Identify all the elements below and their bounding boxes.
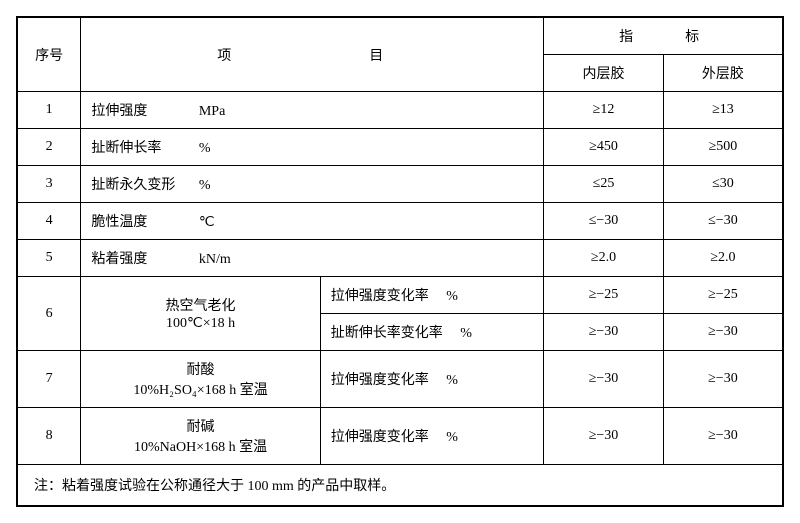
item-name: 脆性温度 [91, 211, 181, 231]
item-unit: kN/m [199, 252, 231, 268]
item-name: 耐碱 [91, 416, 309, 436]
table-row: 7 耐酸 10%H₂SO₄×168 h 室温 拉伸强度变化率 % ≥−30 ≥−… [17, 351, 783, 408]
cell-seq: 4 [17, 203, 81, 240]
cell-inner: ≥450 [544, 129, 664, 166]
item-name: 拉伸强度 [91, 100, 181, 120]
hdr-inner: 内层胶 [544, 55, 664, 92]
cell-item: 粘着强度 kN/m [81, 240, 544, 277]
cell-seq: 5 [17, 240, 81, 277]
hdr-indicator: 指 标 [544, 17, 783, 55]
cell-inner: ≥−25 [544, 277, 664, 314]
hdr-item: 项 目 [81, 17, 544, 92]
cell-item: 热空气老化 100℃×18 h [81, 277, 320, 351]
cell-inner: ≤25 [544, 166, 664, 203]
sub-unit: % [446, 430, 458, 446]
header-row-1: 序号 项 目 指 标 [17, 17, 783, 55]
cell-outer: ≥−30 [663, 408, 783, 465]
sub-unit: % [460, 326, 472, 342]
cell-sublabel: 拉伸强度变化率 % [320, 277, 543, 314]
cell-seq: 2 [17, 129, 81, 166]
cell-seq: 3 [17, 166, 81, 203]
cell-outer: ≥−30 [663, 314, 783, 351]
item-name: 扯断伸长率 [91, 137, 181, 157]
cell-outer: ≥−25 [663, 277, 783, 314]
sub-name: 拉伸强度变化率 [331, 369, 429, 389]
sub-name: 拉伸强度变化率 [331, 426, 429, 446]
cell-inner: ≤−30 [544, 203, 664, 240]
sub-unit: % [446, 373, 458, 389]
cell-sublabel: 拉伸强度变化率 % [320, 351, 543, 408]
cell-outer: ≥500 [663, 129, 783, 166]
cell-seq: 6 [17, 277, 81, 351]
item-cond: 10%NaOH×168 h 室温 [91, 436, 309, 456]
cell-outer: ≥2.0 [663, 240, 783, 277]
cell-item: 拉伸强度 MPa [81, 92, 544, 129]
item-unit: % [199, 178, 211, 194]
item-name: 热空气老化 [91, 295, 309, 315]
table-row: 2 扯断伸长率 % ≥450 ≥500 [17, 129, 783, 166]
sub-unit: % [446, 289, 458, 305]
cell-item: 扯断伸长率 % [81, 129, 544, 166]
item-cond: 10%H₂SO₄×168 h 室温 [91, 379, 309, 399]
table-row: 1 拉伸强度 MPa ≥12 ≥13 [17, 92, 783, 129]
hdr-seq: 序号 [17, 17, 81, 92]
cell-sublabel: 拉伸强度变化率 % [320, 408, 543, 465]
cell-outer: ≥−30 [663, 351, 783, 408]
cell-outer: ≥13 [663, 92, 783, 129]
table-row: 4 脆性温度 ℃ ≤−30 ≤−30 [17, 203, 783, 240]
item-name: 扯断永久变形 [91, 174, 181, 194]
table-row: 6 热空气老化 100℃×18 h 拉伸强度变化率 % ≥−25 ≥−25 [17, 277, 783, 314]
cell-outer: ≤−30 [663, 203, 783, 240]
sub-name: 扯断伸长率变化率 [331, 322, 443, 342]
spec-table: 序号 项 目 指 标 内层胶 外层胶 1 拉伸强度 MPa ≥12 ≥13 2 … [16, 16, 784, 507]
cell-item: 耐酸 10%H₂SO₄×168 h 室温 [81, 351, 320, 408]
cell-item: 脆性温度 ℃ [81, 203, 544, 240]
item-cond: 100℃×18 h [91, 315, 309, 332]
note-row: 注：粘着强度试验在公称通径大于 100 mm 的产品中取样。 [17, 465, 783, 507]
cell-outer: ≤30 [663, 166, 783, 203]
cell-item: 耐碱 10%NaOH×168 h 室温 [81, 408, 320, 465]
cell-inner: ≥−30 [544, 314, 664, 351]
table-row: 5 粘着强度 kN/m ≥2.0 ≥2.0 [17, 240, 783, 277]
note-text: 注：粘着强度试验在公称通径大于 100 mm 的产品中取样。 [17, 465, 783, 507]
cell-inner: ≥2.0 [544, 240, 664, 277]
item-unit: ℃ [199, 214, 215, 231]
cell-inner: ≥12 [544, 92, 664, 129]
item-name: 耐酸 [91, 359, 309, 379]
hdr-outer: 外层胶 [663, 55, 783, 92]
cell-inner: ≥−30 [544, 351, 664, 408]
cell-sublabel: 扯断伸长率变化率 % [320, 314, 543, 351]
table-row: 8 耐碱 10%NaOH×168 h 室温 拉伸强度变化率 % ≥−30 ≥−3… [17, 408, 783, 465]
cell-seq: 7 [17, 351, 81, 408]
cell-inner: ≥−30 [544, 408, 664, 465]
sub-name: 拉伸强度变化率 [331, 285, 429, 305]
cell-seq: 8 [17, 408, 81, 465]
item-unit: % [199, 141, 211, 157]
item-name: 粘着强度 [91, 248, 181, 268]
table-row: 3 扯断永久变形 % ≤25 ≤30 [17, 166, 783, 203]
item-unit: MPa [199, 104, 225, 120]
cell-seq: 1 [17, 92, 81, 129]
cell-item: 扯断永久变形 % [81, 166, 544, 203]
